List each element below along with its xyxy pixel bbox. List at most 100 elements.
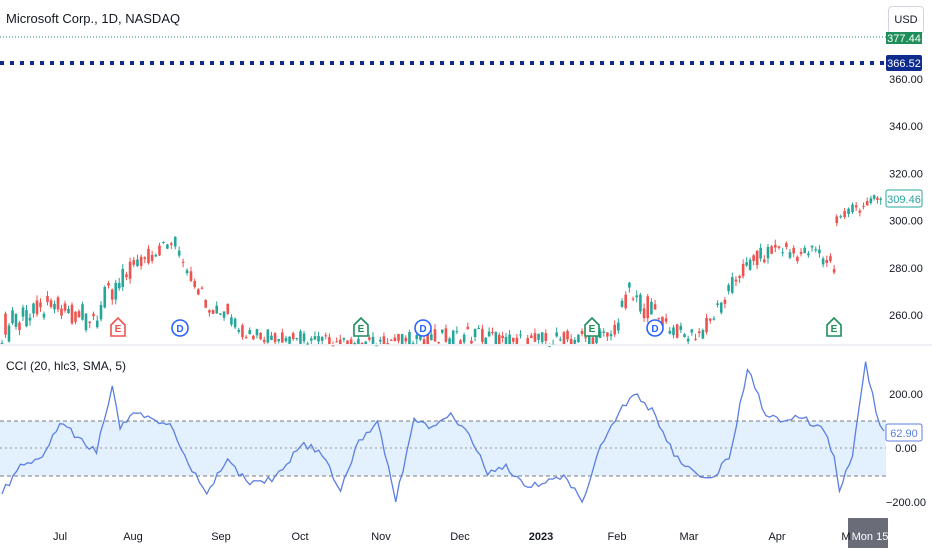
- candle-body: [132, 260, 136, 265]
- candle-body: [95, 320, 99, 328]
- candle-body: [219, 313, 222, 315]
- svg-text:E: E: [589, 324, 596, 335]
- candle-body: [879, 198, 883, 200]
- candle-body: [810, 245, 814, 248]
- dotted-line-price-tag: 366.52: [886, 55, 922, 71]
- candle-body: [125, 274, 128, 278]
- candle-body: [477, 328, 481, 330]
- svg-text:E: E: [115, 324, 122, 335]
- candle-body: [858, 210, 862, 213]
- cci-tick-label: 0.00: [895, 443, 916, 455]
- candle-body: [584, 337, 587, 339]
- candle-body: [829, 256, 832, 262]
- candle-body: [25, 310, 28, 327]
- candle-body: [515, 337, 519, 344]
- price-tick-label: 300.00: [889, 216, 923, 228]
- cci-value-label: 62.90: [890, 428, 918, 440]
- candle-body: [719, 302, 723, 313]
- candle-body: [273, 333, 277, 343]
- candle-body: [620, 300, 624, 307]
- candle-body: [408, 332, 411, 344]
- candle-body: [573, 340, 577, 344]
- candle-body: [734, 279, 738, 282]
- candle-body: [723, 299, 727, 304]
- candle-body: [825, 259, 829, 264]
- candle-body: [154, 254, 158, 257]
- candle-body: [788, 252, 792, 258]
- time-label: Apr: [768, 531, 785, 543]
- candle-body: [92, 313, 95, 317]
- candle-body: [851, 204, 854, 212]
- candle-body: [368, 337, 371, 340]
- time-label: Sep: [211, 531, 231, 543]
- price-axis[interactable]: 260.00 280.00 300.00 320.00 340.00 360.00: [889, 74, 923, 322]
- dividend-marker[interactable]: D: [414, 319, 432, 337]
- candle-body: [266, 329, 270, 343]
- candle-body: [211, 309, 215, 315]
- cci-tick-label: −200.00: [886, 497, 926, 509]
- candle-body: [481, 328, 484, 342]
- cci-pane[interactable]: [0, 361, 886, 504]
- candle-body: [462, 334, 466, 343]
- candle-body: [555, 332, 558, 337]
- candle-body: [28, 317, 32, 321]
- candle-body: [650, 301, 653, 315]
- time-label: M: [841, 531, 850, 543]
- candle-body: [664, 318, 668, 322]
- cci-value-tag: 62.90: [885, 423, 923, 442]
- candle-body: [143, 257, 147, 259]
- candle-body: [519, 334, 522, 336]
- earnings-marker[interactable]: E: [584, 316, 600, 337]
- candle-body: [14, 313, 18, 327]
- candle-body: [56, 297, 60, 310]
- candle-body: [35, 300, 39, 315]
- candle-body: [331, 345, 335, 347]
- earnings-marker[interactable]: E: [826, 316, 842, 337]
- candle-body: [559, 339, 562, 341]
- candle-body: [540, 332, 544, 343]
- candle-body: [459, 340, 462, 344]
- candle-body: [835, 216, 839, 224]
- time-label-current: Mon 15: [852, 531, 889, 543]
- candle-body: [277, 339, 281, 342]
- time-axis[interactable]: Jul Aug Sep Oct Nov Dec 2023 Feb Mar Apr…: [53, 518, 888, 548]
- candle-body: [577, 334, 580, 342]
- candle-body: [371, 336, 375, 344]
- candle-body: [173, 236, 177, 247]
- candle-body: [738, 276, 741, 278]
- candle-body: [259, 333, 262, 340]
- candle-body: [803, 247, 807, 254]
- candle-body: [222, 311, 226, 318]
- cci-axis[interactable]: −200.00 0.00 200.00: [886, 389, 926, 509]
- candle-body: [162, 242, 165, 244]
- candles-group: [0, 194, 883, 348]
- candle-body: [262, 339, 266, 343]
- candle-body: [320, 336, 324, 341]
- dividend-marker[interactable]: D: [646, 319, 664, 337]
- candle-body: [580, 330, 584, 334]
- dividend-marker[interactable]: D: [171, 319, 189, 337]
- candle-body: [598, 330, 602, 338]
- candle-body: [397, 334, 400, 341]
- candle-body: [653, 304, 657, 310]
- candle-body: [393, 337, 397, 342]
- candle-body: [309, 338, 313, 341]
- candle-body: [81, 304, 84, 320]
- candle-body: [150, 254, 154, 261]
- candle-body: [74, 311, 77, 322]
- candle-body: [606, 332, 609, 337]
- candle-body: [781, 252, 784, 254]
- candle-body: [302, 333, 306, 342]
- time-label: Oct: [291, 531, 308, 543]
- earnings-marker[interactable]: E: [110, 316, 126, 337]
- earnings-marker[interactable]: E: [353, 316, 369, 337]
- candle-body: [200, 287, 204, 289]
- candle-body: [491, 331, 494, 334]
- candle-body: [752, 255, 755, 261]
- candle-body: [299, 331, 302, 344]
- candle-body: [484, 337, 488, 344]
- candle-body: [504, 336, 508, 344]
- symbol-title: Microsoft Corp., 1D, NASDAQ: [6, 11, 181, 26]
